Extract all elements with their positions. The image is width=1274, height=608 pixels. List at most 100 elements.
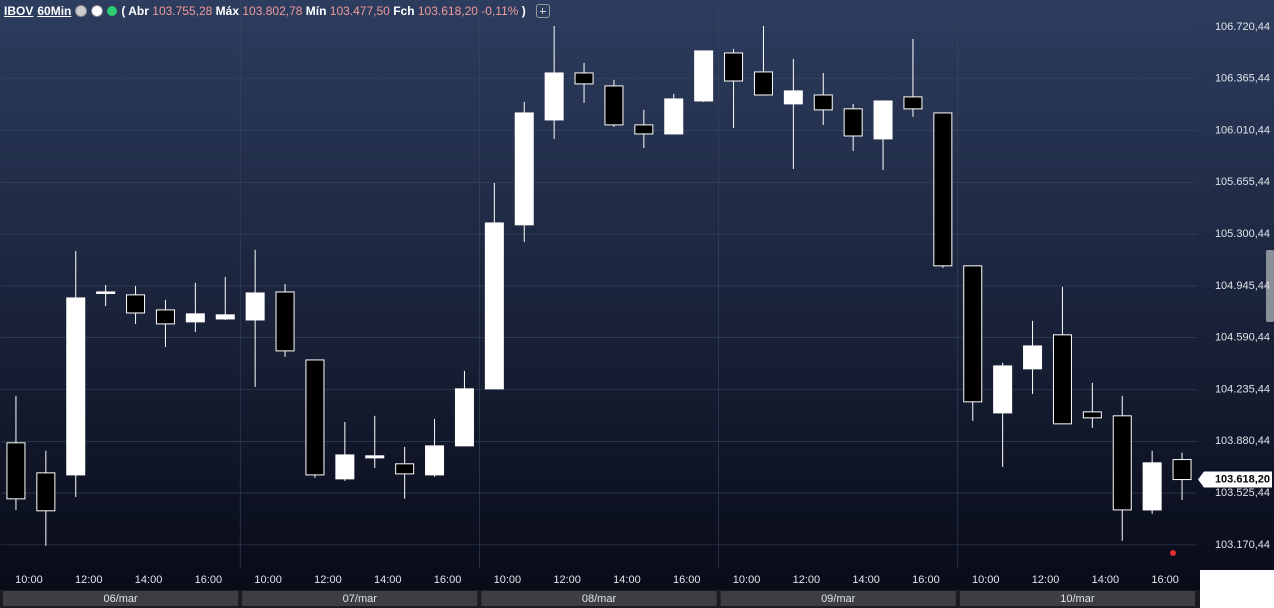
x-tick-label: 10:00: [733, 574, 761, 586]
y-tick-label: 103.170,44: [1215, 539, 1270, 551]
field-label: Fch: [393, 4, 415, 18]
field-value: 103.802,78: [242, 4, 303, 18]
x-tick-label: 14:00: [1092, 574, 1120, 586]
candle-body: [544, 72, 564, 121]
x-tick-label: 16:00: [1151, 574, 1179, 586]
day-label: 09/mar: [821, 593, 856, 605]
y-tick-label: 106.010,44: [1215, 124, 1270, 136]
x-tick-label: 14:00: [135, 574, 163, 586]
y-tick-label: 104.945,44: [1215, 280, 1270, 292]
candle-body: [694, 50, 714, 102]
day-label: 06/mar: [103, 593, 138, 605]
candle-body: [873, 100, 893, 140]
candle-body: [454, 388, 474, 447]
icon[interactable]: [75, 5, 88, 17]
field-value: 103.618,20: [417, 4, 478, 18]
y-tick-label: 106.720,44: [1215, 21, 1270, 33]
x-tick-label: 12:00: [314, 574, 342, 586]
corner-box: [1200, 570, 1274, 608]
candle-body: [36, 472, 56, 512]
candle-body: [514, 112, 534, 226]
candle-body: [1142, 462, 1162, 511]
candle-body: [66, 297, 86, 476]
paren: ): [521, 4, 526, 18]
y-tick-label: 104.590,44: [1215, 332, 1270, 344]
candle-body: [664, 98, 684, 135]
candle-body: [963, 265, 983, 403]
candle-body: [843, 108, 863, 137]
symbol[interactable]: IBOV: [4, 4, 34, 18]
field-value: 103.477,50: [329, 4, 390, 18]
x-tick-label: 14:00: [374, 574, 402, 586]
x-tick-label: 16:00: [434, 574, 462, 586]
y-tick-label: 106.365,44: [1215, 73, 1270, 85]
x-tick-label: 12:00: [75, 574, 103, 586]
candle-body: [1082, 411, 1102, 419]
y-tick-label: 104.235,44: [1215, 383, 1270, 395]
candle-body: [305, 359, 325, 476]
candle-body: [1023, 345, 1043, 370]
day-label: 07/mar: [343, 593, 378, 605]
day-segment: [720, 591, 956, 606]
y-tick-label: 105.655,44: [1215, 176, 1270, 188]
candle-body: [933, 112, 953, 267]
day-segment: [481, 591, 717, 606]
candle-body: [1052, 334, 1072, 425]
y-tick-label: 105.300,44: [1215, 228, 1270, 240]
field-label: Abr: [128, 4, 149, 18]
candle-body: [1172, 459, 1192, 481]
candle-body: [215, 314, 235, 320]
icon[interactable]: [91, 5, 104, 17]
candle-body: [604, 85, 624, 126]
candle-body: [753, 71, 773, 96]
x-tick-label: 14:00: [613, 574, 641, 586]
x-tick-label: 14:00: [852, 574, 880, 586]
day-segment: [242, 591, 478, 606]
candle-body: [126, 294, 146, 314]
candle-body: [903, 96, 923, 110]
candle-body: [275, 291, 295, 352]
x-tick-label: 16:00: [195, 574, 223, 586]
x-tick-label: 10:00: [494, 574, 522, 586]
last-price-label: 103.618,20: [1215, 473, 1270, 485]
candle-body: [634, 124, 654, 135]
field-label: Mín: [305, 4, 327, 18]
x-tick-label: 10:00: [15, 574, 43, 586]
y-tick-label: 103.525,44: [1215, 487, 1270, 499]
x-tick-label: 10:00: [254, 574, 282, 586]
x-tick-label: 12:00: [553, 574, 581, 586]
paren: (: [121, 4, 126, 18]
candle-body: [1112, 415, 1132, 511]
candle-body: [395, 463, 415, 475]
candle-body: [484, 222, 504, 390]
candle-body: [813, 94, 833, 111]
header: IBOV 60Min ( Abr 103.755,28 Máx 103.802,…: [4, 2, 550, 20]
candle-body: [993, 365, 1013, 414]
field-value: 103.755,28: [152, 4, 213, 18]
candle-body: [155, 309, 175, 325]
add-button[interactable]: [535, 4, 550, 18]
icon[interactable]: [107, 6, 118, 16]
x-tick-label: 10:00: [972, 574, 1000, 586]
day-segment: [959, 591, 1195, 606]
last-price-box: [1198, 471, 1272, 488]
day-segment: [3, 591, 239, 606]
candle-body: [6, 442, 26, 500]
candle-body: [425, 445, 445, 476]
candle-body: [185, 313, 205, 323]
change: -0,11%: [481, 4, 519, 18]
x-tick-label: 16:00: [673, 574, 701, 586]
candle-body: [96, 291, 116, 294]
candle-body: [574, 72, 594, 85]
x-tick-label: 12:00: [793, 574, 821, 586]
candle-body: [724, 52, 744, 82]
candle-body: [245, 292, 265, 321]
x-tick-label: 12:00: [1032, 574, 1060, 586]
indicator-dot: [1170, 550, 1176, 556]
side-handle[interactable]: [1266, 250, 1274, 322]
candle-body: [335, 454, 355, 480]
interval[interactable]: 60Min: [37, 4, 72, 18]
day-label: 10/mar: [1060, 593, 1095, 605]
